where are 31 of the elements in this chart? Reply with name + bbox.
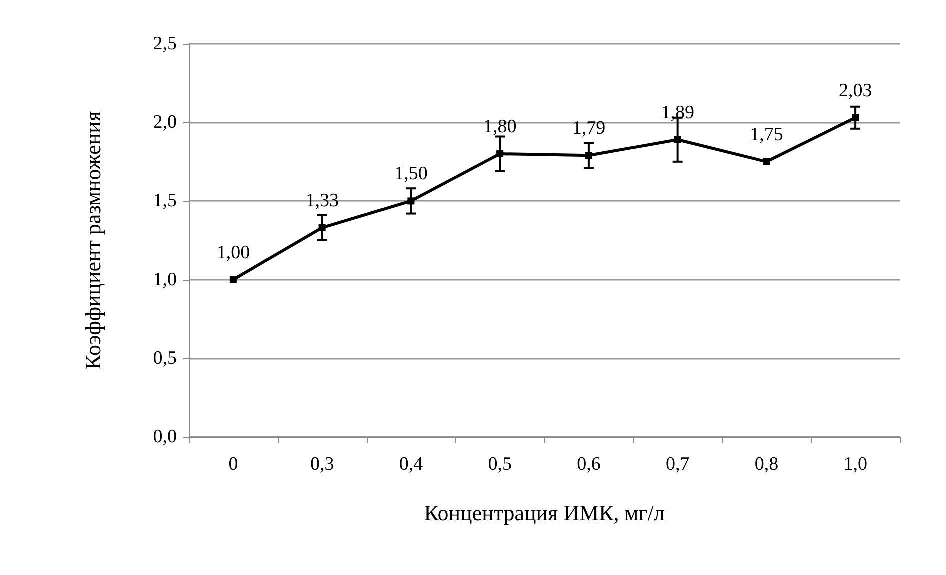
data-label: 1,80 [483, 116, 517, 138]
x-tick-label: 1,0 [844, 454, 868, 475]
point [763, 158, 770, 166]
x-tick-label: 0,4 [399, 454, 424, 475]
point [318, 224, 326, 232]
data-label: 1,50 [394, 164, 428, 185]
y-axis-title: Коэффициент размножения [80, 111, 106, 370]
x-tick-label: 0,6 [577, 454, 601, 475]
y-tick-label: 0,5 [153, 348, 177, 369]
data-label: 2,03 [838, 80, 872, 102]
y-tick-label: 2,0 [153, 112, 177, 134]
point [852, 114, 860, 122]
x-axis-title: Концентрация ИМК, мг/л [424, 500, 665, 526]
data-label: 1,00 [216, 242, 250, 264]
x-tick-label: 0,3 [310, 454, 334, 475]
x-tick-label: 0 [228, 454, 238, 475]
y-tick-label: 1,5 [153, 190, 177, 212]
point [496, 150, 504, 158]
point [230, 276, 237, 284]
point [674, 136, 682, 144]
x-tick-label: 0,8 [754, 454, 779, 475]
data-label: 1,75 [750, 124, 784, 146]
point [585, 152, 592, 160]
y-tick-label: 2,5 [153, 34, 177, 54]
point [408, 198, 415, 205]
y-tick-label: 1,0 [153, 269, 177, 290]
y-tick-label: 0,0 [153, 426, 177, 448]
data-label: 1,33 [306, 190, 339, 212]
x-tick-label: 0,7 [666, 454, 690, 475]
data-label: 1,79 [572, 118, 606, 140]
x-tick-label: 0,5 [488, 454, 512, 475]
